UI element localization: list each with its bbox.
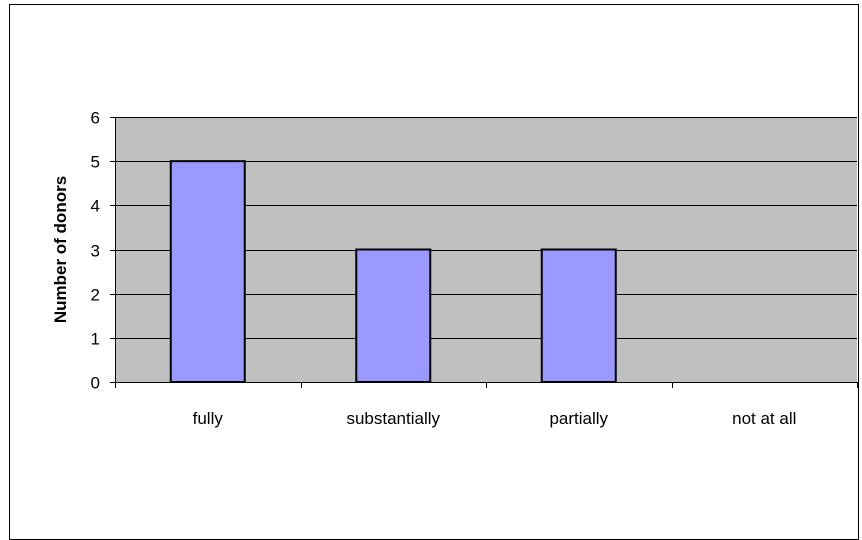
y-tick-label: 4 [91,197,100,216]
x-tick-label: partially [549,409,608,428]
bar-partially [540,248,617,383]
y-tick-label: 5 [91,153,100,172]
y-tick-label: 3 [91,242,100,261]
x-tick-label: not at all [732,409,796,428]
bar-fully [169,160,246,383]
y-tick-labels: 0 1 2 3 4 5 6 [91,109,100,393]
x-tick-labels: fully substantially partially not at all [193,409,797,428]
y-tick-label: 0 [91,374,100,393]
y-ticks [110,117,115,383]
y-axis-title: Number of donors [51,176,70,323]
bars [169,160,617,383]
x-tick-label: substantially [346,409,440,428]
x-tick-label: fully [193,409,224,428]
y-tick-label: 2 [91,286,100,305]
bar-substantially [355,248,432,383]
y-tick-label: 6 [91,109,100,128]
x-ticks [115,382,858,388]
y-tick-label: 1 [91,330,100,349]
